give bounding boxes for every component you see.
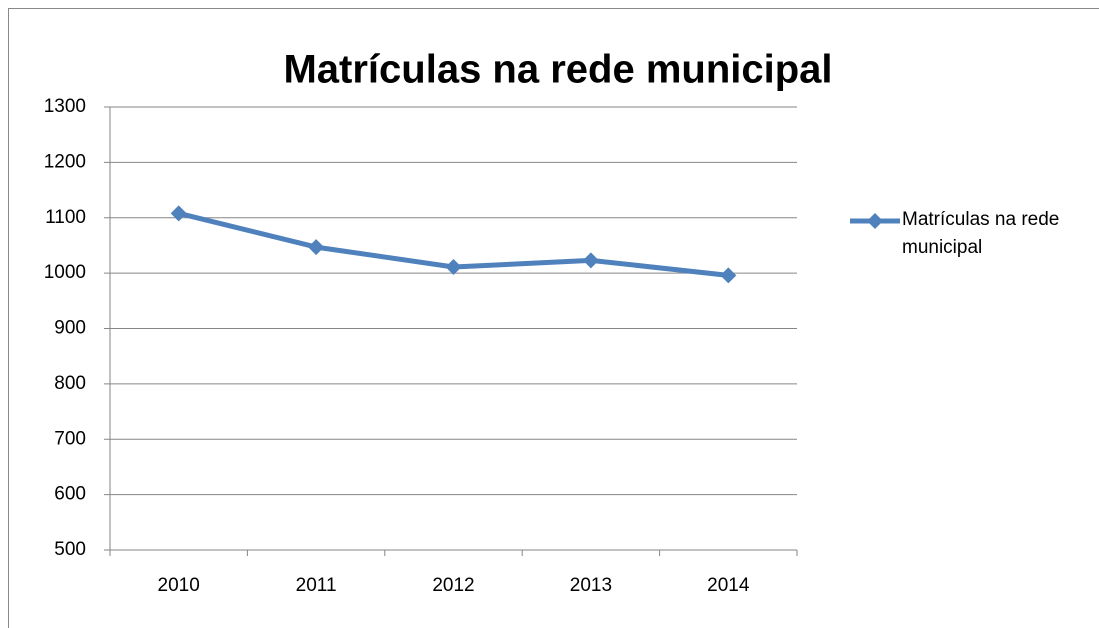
point-marker xyxy=(720,267,737,284)
point-marker xyxy=(582,252,599,269)
y-tick-label: 1200 xyxy=(44,151,86,172)
y-tick-label: 1100 xyxy=(45,207,86,228)
chart-frame xyxy=(8,8,1099,628)
x-tick-label: 2012 xyxy=(432,575,474,596)
y-tick-label: 500 xyxy=(54,539,86,560)
point-marker xyxy=(445,259,462,276)
y-tick-label: 800 xyxy=(54,373,86,394)
x-tick-label: 2013 xyxy=(570,575,612,596)
x-tick-label: 2011 xyxy=(296,575,337,596)
y-tick-label: 1000 xyxy=(44,262,86,283)
x-tick-label: 2014 xyxy=(707,575,750,596)
legend-marker xyxy=(867,213,883,229)
point-marker xyxy=(170,205,187,222)
x-tick-label: 2010 xyxy=(158,575,200,596)
y-tick-label: 1300 xyxy=(44,96,86,117)
chart-title: Matrículas na rede municipal xyxy=(283,48,832,92)
y-tick-label: 900 xyxy=(54,318,86,339)
y-tick-label: 700 xyxy=(54,428,86,449)
y-tick-label: 600 xyxy=(54,484,86,505)
legend-label: Matrículas na rede municipal xyxy=(902,209,1060,258)
point-marker xyxy=(308,239,325,256)
